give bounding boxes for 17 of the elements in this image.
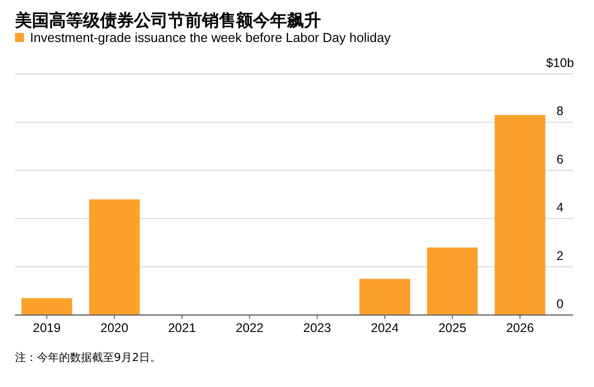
y-tick-label: 2 (556, 248, 564, 263)
y-tick-label: $10b (546, 56, 574, 70)
y-tick-label: 0 (556, 297, 564, 311)
y-tick-label: 8 (556, 104, 564, 118)
y-tick-label: 4 (556, 200, 564, 215)
x-tick-label: 2024 (370, 321, 399, 335)
legend-label: Investment-grade issuance the week before Labor Day holiday (30, 30, 392, 45)
x-tick-label: 2020 (100, 321, 128, 335)
chart-title: 美国高等级债券公司节前销售额今年飙升 (14, 11, 321, 31)
text: 注：今年的数据截至9月2日。 (15, 351, 161, 364)
x-tick-label: 2025 (438, 321, 466, 335)
x-tick-label: 2022 (236, 321, 264, 335)
x-tick-label: 2023 (303, 321, 332, 335)
x-tick-label: 2021 (168, 321, 196, 335)
x-tick-label: 2019 (32, 321, 61, 335)
x-tick-label: 2026 (506, 321, 534, 335)
y-tick-label: 6 (556, 152, 564, 166)
